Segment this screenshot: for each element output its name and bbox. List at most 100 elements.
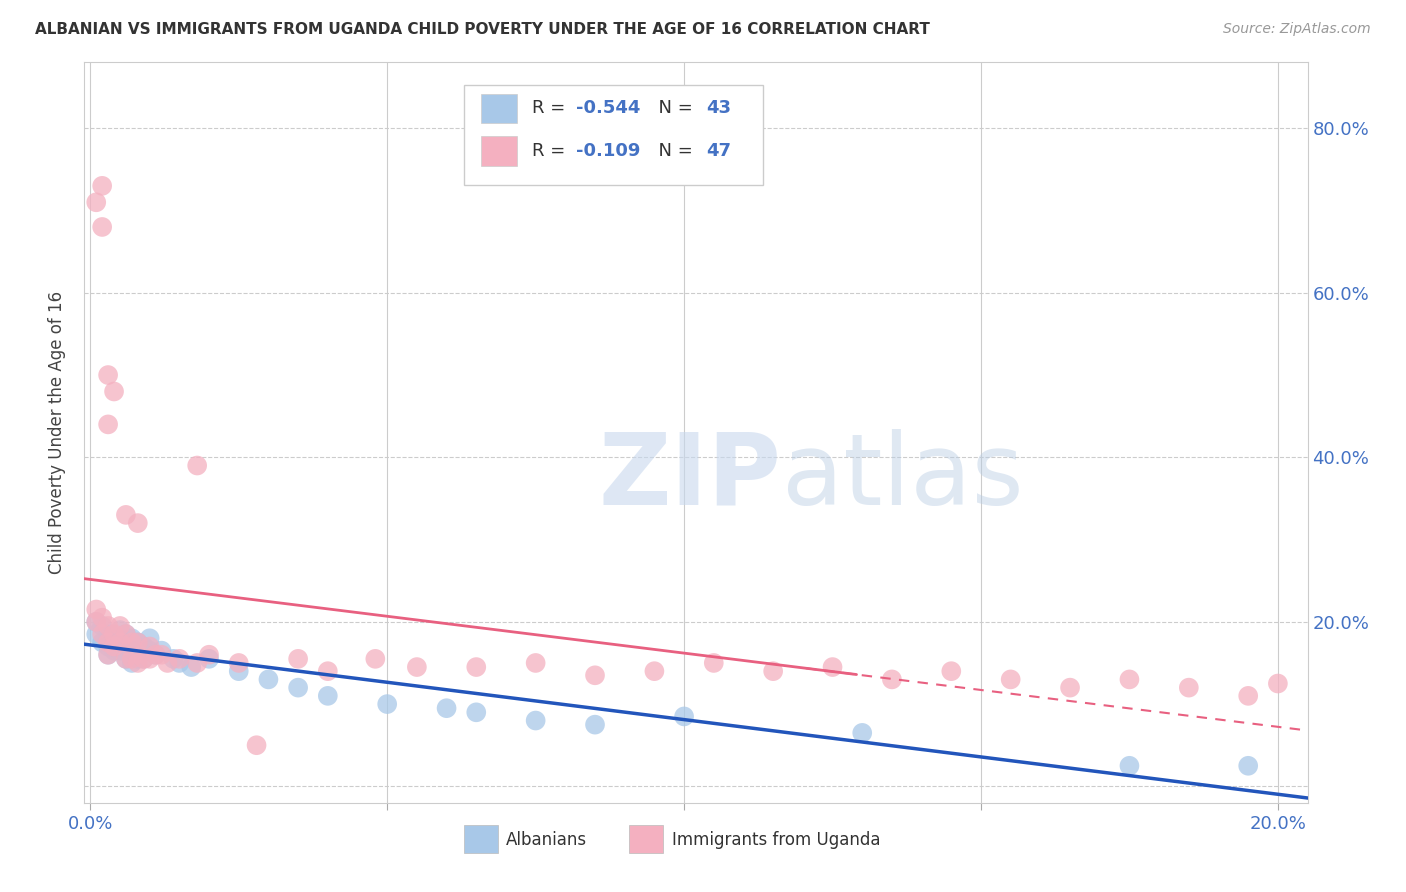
Point: [1118, 758, 1140, 772]
FancyBboxPatch shape: [464, 85, 763, 185]
Point: [583, 668, 606, 682]
Point: [127, 635, 149, 649]
Point: [91, 619, 114, 633]
Point: [91, 627, 114, 641]
Point: [97, 648, 120, 662]
Point: [115, 635, 138, 649]
Point: [84, 602, 107, 616]
Point: [316, 664, 339, 678]
Point: [673, 709, 696, 723]
Point: [108, 643, 131, 657]
Point: [198, 652, 221, 666]
Point: [132, 652, 155, 666]
Point: [103, 627, 125, 641]
Point: [127, 635, 149, 649]
Point: [1237, 689, 1260, 703]
Point: [103, 384, 125, 399]
Text: -0.109: -0.109: [576, 143, 641, 161]
Point: [91, 178, 114, 193]
Point: [465, 660, 488, 674]
Point: [1267, 676, 1289, 690]
Text: 47: 47: [706, 143, 731, 161]
Point: [84, 195, 107, 210]
Point: [186, 458, 208, 473]
Text: atlas: atlas: [782, 428, 1024, 525]
Text: ZIP: ZIP: [598, 428, 780, 525]
Point: [115, 627, 138, 641]
Point: [941, 664, 963, 678]
FancyBboxPatch shape: [628, 825, 664, 853]
Point: [121, 635, 143, 649]
Point: [138, 640, 160, 654]
Point: [150, 648, 173, 662]
Point: [127, 656, 149, 670]
Point: [97, 635, 120, 649]
Point: [84, 615, 107, 629]
Point: [1237, 758, 1260, 772]
Point: [121, 656, 143, 670]
FancyBboxPatch shape: [481, 94, 517, 123]
FancyBboxPatch shape: [481, 136, 517, 166]
Point: [150, 643, 173, 657]
Point: [97, 627, 120, 641]
Point: [108, 619, 131, 633]
Point: [108, 623, 131, 637]
Point: [132, 652, 155, 666]
Point: [115, 508, 138, 522]
Point: [524, 656, 547, 670]
Point: [364, 652, 387, 666]
Point: [375, 697, 398, 711]
Point: [127, 652, 149, 666]
Point: [84, 615, 107, 629]
Point: [138, 643, 160, 657]
Point: [406, 660, 429, 674]
Point: [103, 635, 125, 649]
Text: Source: ZipAtlas.com: Source: ZipAtlas.com: [1223, 22, 1371, 37]
Point: [1118, 673, 1140, 687]
Point: [97, 417, 120, 432]
FancyBboxPatch shape: [464, 825, 498, 853]
Text: ALBANIAN VS IMMIGRANTS FROM UGANDA CHILD POVERTY UNDER THE AGE OF 16 CORRELATION: ALBANIAN VS IMMIGRANTS FROM UGANDA CHILD…: [35, 22, 929, 37]
Point: [145, 648, 167, 662]
Point: [97, 368, 120, 382]
Point: [103, 640, 125, 654]
Point: [108, 632, 131, 646]
Point: [643, 664, 665, 678]
Point: [821, 660, 844, 674]
Text: 43: 43: [706, 99, 731, 118]
Point: [145, 648, 167, 662]
Point: [84, 627, 107, 641]
Point: [121, 632, 143, 646]
Point: [121, 643, 143, 657]
Point: [287, 652, 309, 666]
Point: [138, 632, 160, 646]
Point: [583, 717, 606, 731]
Point: [169, 652, 191, 666]
Point: [97, 648, 120, 662]
Text: R =: R =: [531, 99, 571, 118]
Point: [115, 652, 138, 666]
Point: [138, 652, 160, 666]
Point: [1000, 673, 1022, 687]
Text: -0.544: -0.544: [576, 99, 641, 118]
Point: [115, 652, 138, 666]
Point: [703, 656, 725, 670]
Point: [169, 656, 191, 670]
Point: [180, 660, 202, 674]
Point: [115, 627, 138, 641]
Text: Albanians: Albanians: [506, 830, 588, 849]
Text: N =: N =: [647, 143, 699, 161]
Text: R =: R =: [531, 143, 571, 161]
Point: [97, 640, 120, 654]
Point: [108, 635, 131, 649]
Point: [257, 673, 280, 687]
Point: [103, 643, 125, 657]
Text: Immigrants from Uganda: Immigrants from Uganda: [672, 830, 880, 849]
Point: [156, 656, 179, 670]
Point: [851, 726, 873, 740]
Point: [91, 635, 114, 649]
Point: [198, 648, 221, 662]
Point: [121, 652, 143, 666]
Point: [132, 640, 155, 654]
Point: [287, 681, 309, 695]
